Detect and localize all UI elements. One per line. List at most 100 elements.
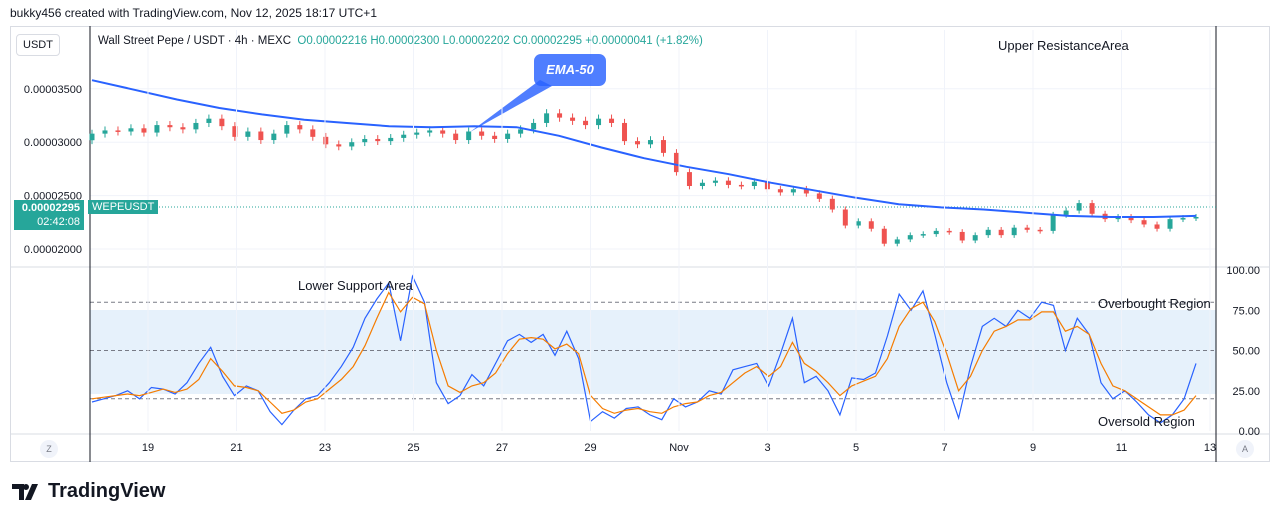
candle-body [972, 235, 978, 241]
legend-low: L0.00002202 [442, 35, 510, 47]
candle-body [1167, 219, 1173, 229]
time-tick-label: 3 [764, 442, 770, 454]
candle-body [180, 127, 186, 130]
lower-support-annotation: Lower Support Area [298, 278, 413, 293]
candle-body [751, 181, 757, 186]
rsi-tick-label: 25.00 [1232, 386, 1260, 398]
candle-body [699, 182, 705, 186]
rsi-tick-label: 50.00 [1232, 346, 1260, 358]
candle-body [622, 122, 628, 142]
price-tick-label: 0.00003500 [24, 84, 82, 96]
price-tick-label: 0.00002000 [24, 244, 82, 256]
candle-body [206, 118, 212, 123]
candle-body [933, 230, 939, 235]
overbought-annotation: Overbought Region [1098, 296, 1211, 311]
ema-50-line [91, 79, 1197, 218]
time-tick-label: 5 [853, 442, 859, 454]
rsi-tick-label: 75.00 [1232, 305, 1260, 317]
tradingview-logo[interactable]: TradingView [12, 480, 165, 503]
candle-body [907, 235, 913, 240]
candle-body [842, 209, 848, 226]
time-tick-label: 13 [1204, 442, 1216, 454]
candle-body [401, 134, 407, 138]
candle-body [271, 133, 277, 141]
ema-50-callout: EMA-50 [534, 54, 606, 86]
rsi-band [90, 310, 1216, 394]
candle-body [492, 135, 498, 139]
candle-body [777, 189, 783, 193]
rsi-levels [90, 301, 1216, 400]
candle-body [531, 122, 537, 130]
candle-body [790, 189, 796, 193]
rsi-line [91, 274, 1197, 426]
candle-body [985, 229, 991, 236]
ohlc-legend: Wall Street Pepe / USDT · 4h · MEXC O0.0… [98, 35, 703, 47]
rsi-axis-labels: 100.00 75.00 50.00 25.00 0.00 [1226, 265, 1260, 438]
candle-body [440, 130, 446, 134]
time-tick-label: 9 [1030, 442, 1036, 454]
candle-body [141, 128, 147, 133]
candle-body [855, 221, 861, 226]
candle-body [1037, 229, 1043, 232]
legend-high: H0.00002300 [370, 35, 440, 47]
legend-title: Wall Street Pepe / USDT · 4h · MEXC [98, 35, 292, 47]
candle-body [128, 128, 134, 132]
ema-callout-pointer [470, 80, 552, 132]
candle-body [1089, 203, 1095, 214]
time-tick-label: 11 [1116, 442, 1127, 454]
candle-body [297, 125, 303, 130]
candle-body [583, 120, 589, 126]
candle-body [89, 133, 95, 141]
candle-body [946, 230, 952, 233]
time-tick-label: 21 [230, 442, 242, 454]
oversold-annotation: Oversold Region [1098, 414, 1195, 429]
price-tick-label: 0.00003000 [24, 137, 82, 149]
candle-body [557, 113, 563, 118]
candle-body [102, 130, 108, 134]
currency-selector[interactable]: USDT [16, 34, 60, 56]
candle-body [609, 118, 615, 123]
candle-body [1141, 220, 1147, 225]
time-tick-label: 19 [142, 442, 154, 454]
candle-body [349, 142, 355, 147]
candle-body [1076, 203, 1082, 211]
chart-attribution: bukky456 created with TradingView.com, N… [10, 6, 377, 20]
candle-body [1024, 227, 1030, 230]
candle-body [375, 138, 381, 142]
candle-body [219, 118, 225, 127]
candle-body [998, 229, 1004, 236]
chart-frame [10, 26, 1270, 462]
candle-body [466, 131, 472, 141]
candle-body [712, 180, 718, 183]
candle-body [388, 137, 394, 142]
legend-close: C0.00002295 [512, 35, 582, 47]
candle-body [881, 228, 887, 244]
candle-body [920, 234, 926, 236]
candle-body [894, 239, 900, 244]
tradingview-logo-icon [12, 483, 38, 500]
bar-countdown: 02:42:08 [37, 216, 80, 228]
candle-body [258, 131, 264, 141]
rsi-ma-line [91, 291, 1197, 416]
candle-body [803, 189, 809, 194]
symbol-tag: WEPEUSDT [88, 200, 159, 214]
candle-body [1063, 210, 1069, 215]
candle-body [1011, 227, 1017, 236]
auto-scale-button[interactable]: A [1236, 440, 1254, 458]
candle-body [596, 118, 602, 126]
candle-body [232, 126, 238, 137]
candle-body [193, 122, 199, 130]
candle-body [479, 131, 485, 136]
candle-body [868, 221, 874, 229]
candle-body [323, 136, 329, 145]
candle-body [427, 130, 433, 133]
candlestick-series [89, 109, 1199, 247]
time-tick-label: 25 [407, 442, 419, 454]
zoom-button[interactable]: Z [40, 440, 58, 458]
candle-body [453, 133, 459, 141]
legend-open: O0.00002216 [297, 35, 368, 47]
candle-body [167, 125, 173, 128]
price-tick-label: 0.00002500 [24, 191, 82, 203]
candle-body [154, 125, 160, 133]
